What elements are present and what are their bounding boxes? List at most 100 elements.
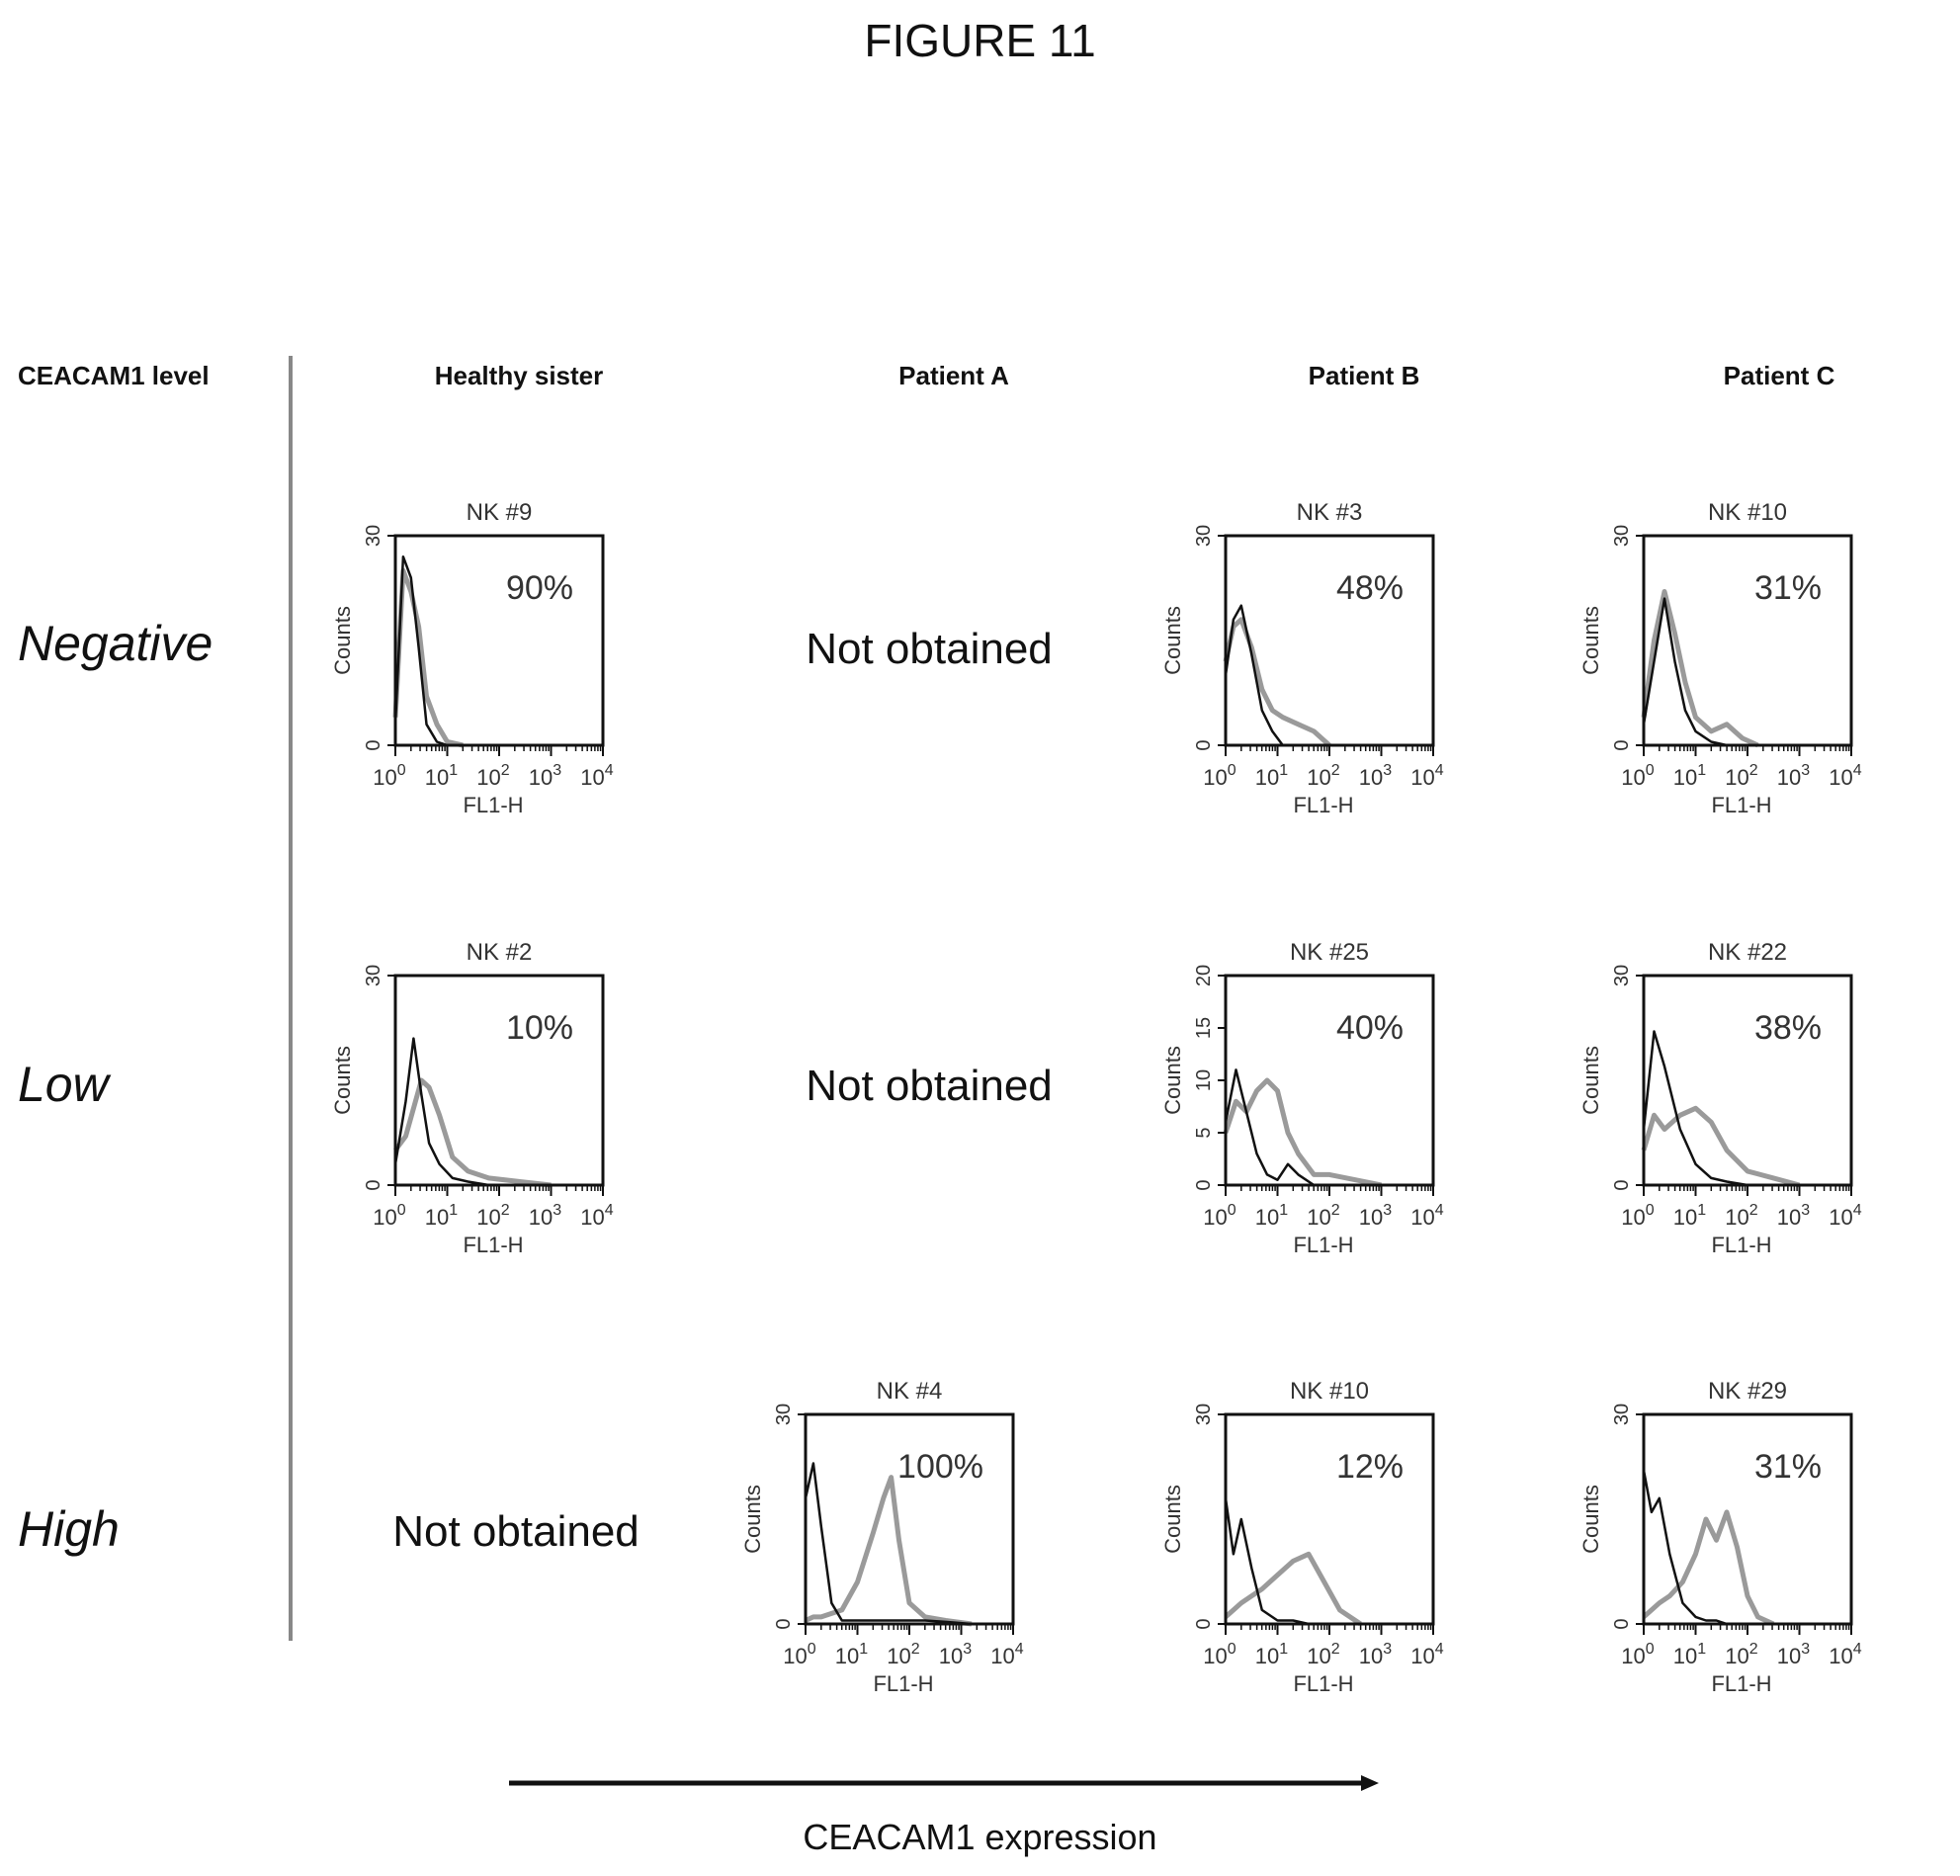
- x-axis-label: FL1-H: [1293, 1233, 1353, 1257]
- y-tick-label: 30: [1193, 1404, 1215, 1425]
- row-label-high: High: [18, 1501, 120, 1557]
- histogram-panel: NK #29 31% 0 30 Counts 100 101 102 103 104 FL1-H: [1565, 1357, 1891, 1713]
- x-tick-label: 103: [1359, 762, 1392, 790]
- x-axis-label: FL1-H: [1711, 1233, 1771, 1257]
- x-tick-label: 103: [1359, 1641, 1392, 1668]
- x-tick-label: 104: [1829, 762, 1861, 790]
- percent-label: 90%: [506, 569, 573, 607]
- y-axis-label: Counts: [1160, 1046, 1185, 1115]
- x-tick-label: 103: [529, 1202, 561, 1230]
- stained-histogram-line: [1223, 617, 1331, 747]
- panel-title: NK #29: [1708, 1378, 1787, 1405]
- panel-title: NK #10: [1708, 499, 1787, 526]
- histogram-svg: NK #10 31% 0 30 Counts 100 101 102 103 104 FL1-H: [1578, 499, 1862, 817]
- histogram-svg: NK #10 12% 0 30 Counts 100 101 102 103 104 FL1-H: [1160, 1378, 1444, 1696]
- histogram-svg: NK #25 40% 0 5 10 15 20 Counts 100 101 102 103 104 FL…: [1160, 939, 1444, 1257]
- not-obtained-negative-patient-a: Not obtained: [806, 625, 1053, 673]
- column-header-healthy-sister: Healthy sister: [434, 361, 604, 390]
- histogram-svg: NK #3 48% 0 30 Counts 100 101 102 103 104 FL1-H: [1160, 499, 1444, 817]
- x-axis-label: FL1-H: [463, 793, 523, 817]
- control-histogram-line: [804, 1462, 973, 1626]
- column-header-patient-b: Patient B: [1308, 361, 1420, 390]
- y-tick-label: 0: [1193, 1618, 1215, 1629]
- x-tick-label: 103: [529, 762, 561, 790]
- x-tick-label: 100: [783, 1641, 815, 1668]
- column-divider: [289, 356, 293, 1641]
- x-tick-label: 102: [1307, 1641, 1339, 1668]
- control-histogram-line: [393, 554, 464, 747]
- stained-histogram-line: [392, 1077, 552, 1188]
- x-tick-label: 101: [1255, 1202, 1288, 1230]
- x-tick-label: 103: [1359, 1202, 1392, 1230]
- y-tick-label: 0: [1193, 1179, 1215, 1190]
- y-tick-label: 15: [1193, 1017, 1215, 1039]
- x-tick-label: 104: [580, 1202, 613, 1230]
- x-tick-label: 103: [1777, 762, 1810, 790]
- x-tick-label: 100: [1621, 762, 1654, 790]
- histogram-svg: NK #29 31% 0 30 Counts 100 101 102 103 104 FL1-H: [1578, 1378, 1862, 1696]
- percent-label: 31%: [1754, 1448, 1822, 1486]
- ceacam1-expression-label: CEACAM1 expression: [803, 1817, 1157, 1857]
- y-tick-label: 30: [1611, 1404, 1633, 1425]
- histogram-svg: NK #22 38% 0 30 Counts 100 101 102 103 104 FL1-H: [1578, 939, 1862, 1257]
- y-axis-label: Counts: [330, 606, 355, 675]
- x-tick-label: 102: [1725, 1202, 1757, 1230]
- x-axis-label: FL1-H: [1293, 1671, 1353, 1696]
- y-tick-label: 0: [1611, 739, 1633, 750]
- x-tick-label: 101: [1673, 1641, 1706, 1668]
- arrow-right-icon: [509, 1775, 1379, 1791]
- y-axis-label: Counts: [1160, 606, 1185, 675]
- x-tick-label: 102: [476, 1202, 509, 1230]
- x-tick-label: 101: [425, 762, 458, 790]
- stained-histogram-line: [1642, 1509, 1775, 1627]
- y-tick-label: 30: [1193, 525, 1215, 547]
- x-tick-label: 104: [580, 762, 613, 790]
- stained-histogram-line: [804, 1475, 973, 1627]
- x-tick-label: 104: [990, 1641, 1023, 1668]
- x-tick-label: 102: [887, 1641, 919, 1668]
- control-histogram-line: [1224, 1068, 1382, 1187]
- y-tick-label: 0: [1611, 1618, 1633, 1629]
- stained-histogram-line: [1223, 1077, 1382, 1188]
- percent-label: 40%: [1336, 1009, 1404, 1047]
- histogram-panel: NK #9 90% 0 30 Counts 100 101 102 103 104 FL1-H: [316, 478, 642, 834]
- x-tick-label: 101: [1255, 1641, 1288, 1668]
- y-tick-label: 10: [1193, 1069, 1215, 1091]
- x-tick-label: 102: [1725, 1641, 1757, 1668]
- histogram-panel: NK #4 100% 0 30 Counts 100 101 102 103 104 FL1-H: [726, 1357, 1053, 1713]
- percent-label: 48%: [1336, 569, 1404, 607]
- panel-title: NK #3: [1297, 499, 1363, 526]
- x-tick-label: 102: [476, 762, 509, 790]
- histogram-panel: NK #2 10% 0 30 Counts 100 101 102 103 104 FL1-H: [316, 918, 642, 1274]
- control-histogram-line: [393, 1037, 552, 1187]
- x-tick-label: 102: [1725, 762, 1757, 790]
- histogram-panel: NK #22 38% 0 30 Counts 100 101 102 103 104 FL1-H: [1565, 918, 1891, 1274]
- x-tick-label: 102: [1307, 1202, 1339, 1230]
- x-axis-label: FL1-H: [1711, 793, 1771, 817]
- x-tick-label: 100: [1203, 1641, 1236, 1668]
- panel-title: NK #10: [1290, 1378, 1369, 1405]
- column-header-patient-a: Patient A: [898, 361, 1009, 390]
- histogram-panel: NK #10 31% 0 30 Counts 100 101 102 103 104 FL1-H: [1565, 478, 1891, 834]
- x-axis-label: FL1-H: [1293, 793, 1353, 817]
- panel-title: NK #9: [467, 499, 533, 526]
- x-tick-label: 100: [1203, 762, 1236, 790]
- x-tick-label: 103: [939, 1641, 972, 1668]
- y-tick-label: 30: [363, 525, 384, 547]
- row-label-negative: Negative: [18, 616, 213, 671]
- x-tick-label: 103: [1777, 1202, 1810, 1230]
- x-axis-label: FL1-H: [1711, 1671, 1771, 1696]
- x-tick-label: 103: [1777, 1641, 1810, 1668]
- x-tick-label: 102: [1307, 762, 1339, 790]
- y-tick-label: 30: [363, 965, 384, 986]
- y-axis-label: Counts: [330, 1046, 355, 1115]
- histogram-svg: NK #2 10% 0 30 Counts 100 101 102 103 104 FL1-H: [330, 939, 614, 1257]
- column-header-patient-c: Patient C: [1723, 361, 1835, 390]
- x-tick-label: 100: [373, 1202, 405, 1230]
- y-tick-label: 30: [1611, 525, 1633, 547]
- percent-label: 12%: [1336, 1448, 1404, 1486]
- x-tick-label: 101: [835, 1641, 868, 1668]
- y-axis-label: Counts: [1160, 1485, 1185, 1554]
- panel-title: NK #4: [877, 1378, 943, 1405]
- panel-title: NK #25: [1290, 939, 1369, 966]
